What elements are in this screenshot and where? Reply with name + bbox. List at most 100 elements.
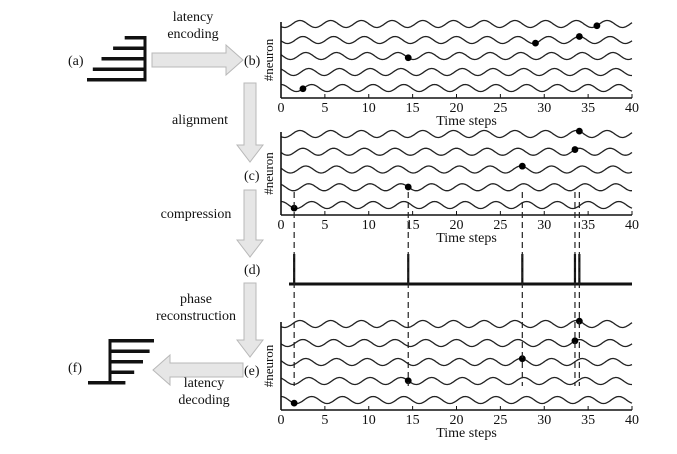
input-histogram <box>87 36 147 82</box>
x-tick-label: 40 <box>625 218 639 233</box>
spike-dot <box>593 22 601 30</box>
x-tick-label: 35 <box>581 413 595 428</box>
neuron-wave-5 <box>280 129 633 139</box>
neuron-wave-4 <box>280 35 633 45</box>
spike-dot <box>575 33 583 40</box>
histogram-bar <box>87 78 145 82</box>
reconstruction-arrow <box>235 282 265 358</box>
histogram-bar <box>101 57 145 61</box>
label-f: (f) <box>68 361 82 376</box>
neuron-wave-3 <box>280 51 633 61</box>
spike-dot <box>404 54 412 62</box>
spike-dot <box>575 317 583 325</box>
x-tick-label: 20 <box>450 218 464 233</box>
label-c: (c) <box>244 169 260 184</box>
label-e: (e) <box>244 364 260 379</box>
spike-dot <box>571 337 579 345</box>
histogram-bar <box>88 381 110 385</box>
x-tick-label: 30 <box>537 218 551 233</box>
reconstruction-label-line1: phase <box>180 292 212 307</box>
spike-dot <box>404 183 412 191</box>
histogram-bar <box>110 360 143 364</box>
panel-e-raster: 0 5 10 15 20 25 30 35 40 Time steps #neuron <box>261 317 639 441</box>
label-d: (d) <box>244 263 261 278</box>
neuron-wave-4 <box>280 147 633 156</box>
spike-dot <box>290 399 298 407</box>
panel-c-raster: 0 5 10 15 20 25 30 35 40 Time steps #neuron <box>261 127 639 246</box>
neuron-wave-3 <box>280 357 633 367</box>
x-tick-label: 15 <box>406 218 420 233</box>
x-tick-label: 40 <box>625 413 639 428</box>
x-tick-label: 10 <box>362 413 376 428</box>
decoding-label-line1: latency <box>184 376 224 391</box>
decoding-arrow <box>152 353 244 387</box>
x-tick-label: 25 <box>493 101 507 116</box>
neuron-wave-5 <box>280 319 633 329</box>
y-axis-title: #neuron <box>261 38 276 81</box>
neuron-wave-1 <box>280 83 633 93</box>
histogram-bar <box>110 339 154 343</box>
label-b: (b) <box>244 54 261 69</box>
spike-dot <box>575 127 583 135</box>
x-tick-label: 35 <box>581 101 595 116</box>
x-axis-title: Time steps <box>436 114 497 129</box>
x-tick-label: 10 <box>362 101 376 116</box>
spike-dot <box>518 355 526 363</box>
spike-dot <box>518 162 526 170</box>
neuron-wave-1 <box>280 395 633 405</box>
x-tick-label: 40 <box>625 101 639 116</box>
x-axis-title: Time steps <box>436 426 497 441</box>
x-tick-label: 5 <box>321 218 328 233</box>
x-tick-label: 25 <box>493 218 507 233</box>
x-tick-label: 5 <box>321 413 328 428</box>
x-tick-label: 35 <box>581 218 595 233</box>
neuron-wave-2 <box>280 376 632 386</box>
x-tick-label: 25 <box>493 413 507 428</box>
panel-b-raster: 0 5 10 15 20 25 30 35 40 Time steps #neuron <box>261 19 639 129</box>
encoding-label-line2: encoding <box>167 27 218 42</box>
histogram-bar <box>110 381 126 385</box>
spike-dot <box>299 85 307 93</box>
x-tick-label: 30 <box>537 101 551 116</box>
alignment-arrow <box>235 82 265 163</box>
x-tick-label: 20 <box>450 101 464 116</box>
spike-dot <box>571 146 579 153</box>
reconstruction-label-line2: reconstruction <box>156 309 236 324</box>
neuron-wave-1 <box>280 200 633 210</box>
spike-dot <box>290 204 298 212</box>
label-a: (a) <box>68 54 84 69</box>
x-tick-label: 5 <box>321 101 328 116</box>
histogram-bar <box>113 46 145 50</box>
output-histogram <box>88 339 154 385</box>
neuron-wave-2 <box>280 183 632 192</box>
x-tick-label: 15 <box>406 413 420 428</box>
histogram-bar <box>110 370 135 374</box>
encoding-arrow <box>151 43 244 77</box>
x-axis-title: Time steps <box>436 231 497 246</box>
neuron-wave-3 <box>280 165 633 174</box>
x-tick-label: 0 <box>278 101 285 116</box>
encoding-label-line1: latency <box>173 10 213 25</box>
x-tick-label: 0 <box>278 413 285 428</box>
x-tick-label: 0 <box>278 218 285 233</box>
compression-arrow <box>235 189 265 258</box>
compression-label: compression <box>161 207 232 222</box>
neuron-wave-5 <box>280 19 633 29</box>
histogram-bar <box>92 67 145 71</box>
panel-d-compressed <box>289 254 632 286</box>
x-tick-label: 15 <box>406 101 420 116</box>
x-tick-label: 20 <box>450 413 464 428</box>
x-tick-label: 10 <box>362 218 376 233</box>
spike-dot <box>532 39 539 47</box>
decoding-label-line2: decoding <box>178 393 229 408</box>
y-axis-title: #neuron <box>261 344 276 387</box>
alignment-dashes <box>293 192 580 386</box>
y-axis-title: #neuron <box>261 152 276 195</box>
alignment-label: alignment <box>172 113 228 128</box>
spike-dot <box>404 377 412 385</box>
histogram-bar <box>124 36 145 40</box>
x-tick-label: 30 <box>537 413 551 428</box>
neuron-wave-2 <box>280 67 632 77</box>
